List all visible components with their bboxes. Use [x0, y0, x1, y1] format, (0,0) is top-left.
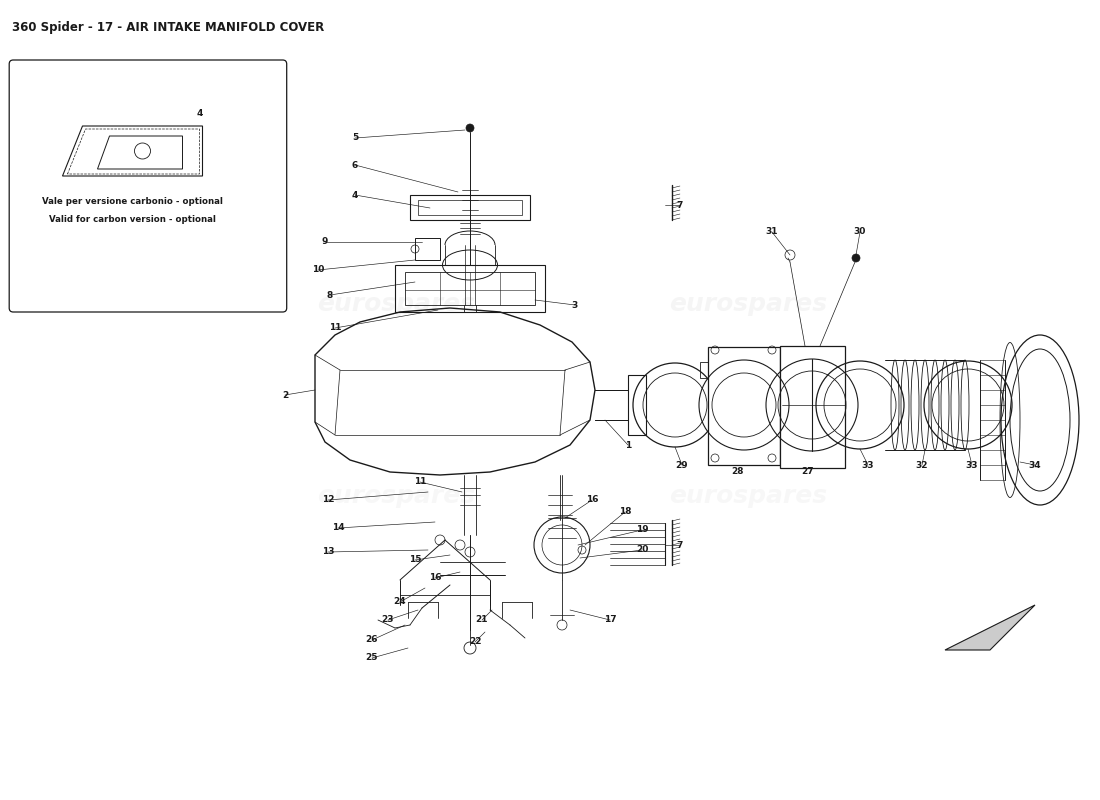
Text: 5: 5: [352, 134, 359, 142]
Text: eurospares: eurospares: [669, 292, 827, 316]
Text: 34: 34: [1028, 461, 1042, 470]
Text: 9: 9: [322, 238, 328, 246]
Text: 1: 1: [625, 441, 631, 450]
Text: 32: 32: [916, 461, 928, 470]
Text: Vale per versione carbonio - optional: Vale per versione carbonio - optional: [42, 198, 223, 206]
Text: 24: 24: [394, 598, 406, 606]
Circle shape: [852, 254, 860, 262]
Text: 23: 23: [382, 615, 394, 625]
FancyBboxPatch shape: [780, 346, 845, 468]
Text: 18: 18: [618, 507, 631, 517]
Text: 7: 7: [676, 541, 683, 550]
Text: 2: 2: [282, 390, 288, 399]
Text: 31: 31: [766, 227, 779, 237]
Text: 12: 12: [321, 495, 334, 505]
Text: 33: 33: [966, 461, 978, 470]
Text: 25: 25: [365, 654, 378, 662]
Text: 14: 14: [332, 523, 344, 533]
Text: 4: 4: [352, 190, 359, 199]
Text: 13: 13: [321, 547, 334, 557]
Text: 29: 29: [675, 461, 689, 470]
Text: 20: 20: [636, 546, 648, 554]
Text: 33: 33: [861, 461, 875, 470]
FancyBboxPatch shape: [415, 238, 440, 260]
Text: eurospares: eurospares: [669, 484, 827, 508]
Text: 360 Spider - 17 - AIR INTAKE MANIFOLD COVER: 360 Spider - 17 - AIR INTAKE MANIFOLD CO…: [12, 22, 324, 34]
FancyBboxPatch shape: [628, 375, 646, 435]
Text: 16: 16: [585, 495, 598, 505]
Circle shape: [466, 124, 474, 132]
Text: 11: 11: [329, 323, 341, 333]
Polygon shape: [945, 605, 1035, 650]
Text: 6: 6: [352, 161, 359, 170]
Text: 17: 17: [604, 615, 616, 625]
Text: Valid for carbon version - optional: Valid for carbon version - optional: [50, 214, 216, 223]
Text: 7: 7: [676, 201, 683, 210]
FancyBboxPatch shape: [708, 347, 780, 465]
Text: 30: 30: [854, 227, 866, 237]
Text: 10: 10: [311, 266, 324, 274]
Text: 27: 27: [802, 467, 814, 477]
Text: 19: 19: [636, 526, 648, 534]
Text: 8: 8: [327, 290, 333, 299]
Text: 26: 26: [365, 635, 378, 645]
Text: 28: 28: [732, 467, 745, 477]
Text: 15: 15: [409, 555, 421, 565]
Text: 3: 3: [572, 301, 579, 310]
Text: 4: 4: [196, 110, 202, 118]
Text: 11: 11: [414, 478, 427, 486]
FancyBboxPatch shape: [9, 60, 287, 312]
Text: eurospares: eurospares: [317, 292, 475, 316]
Text: 21: 21: [475, 615, 488, 625]
Text: 22: 22: [469, 638, 482, 646]
Text: eurospares: eurospares: [317, 484, 475, 508]
Text: 16: 16: [429, 574, 441, 582]
